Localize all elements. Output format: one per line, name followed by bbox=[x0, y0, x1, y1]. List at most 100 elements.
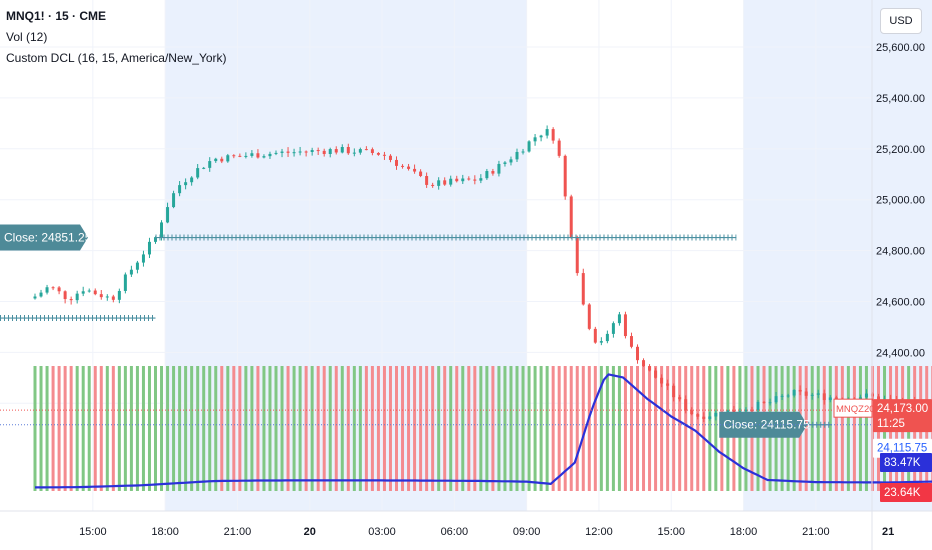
volume-bar bbox=[123, 366, 127, 491]
candle-body bbox=[858, 397, 862, 400]
volume-moving-average bbox=[35, 373, 932, 489]
candle-body bbox=[672, 385, 676, 398]
volume-bar bbox=[328, 366, 332, 491]
volume-bar bbox=[364, 366, 368, 491]
candle-body bbox=[798, 389, 802, 392]
candle-body bbox=[250, 153, 254, 156]
volume-bar bbox=[117, 366, 121, 491]
indicator-volume-label[interactable]: Vol (12) bbox=[6, 30, 48, 44]
candle-body bbox=[449, 178, 453, 185]
volume-bar bbox=[563, 366, 567, 491]
candle-body bbox=[244, 155, 248, 157]
candle-body bbox=[208, 161, 212, 168]
dcl-label-text: Close: 24115.75 bbox=[723, 418, 810, 432]
candle-body bbox=[232, 155, 236, 157]
symbol-title[interactable]: MNQ1! · 15 · CME bbox=[6, 9, 107, 23]
candle-body bbox=[467, 178, 471, 180]
volume-bar bbox=[425, 366, 429, 491]
candle-body bbox=[346, 147, 350, 154]
volume-bar bbox=[232, 366, 236, 491]
volume-badge-box bbox=[880, 483, 932, 502]
volume-bar bbox=[340, 366, 344, 491]
volume-bar bbox=[160, 366, 164, 491]
candle-body bbox=[178, 185, 182, 194]
candle-body bbox=[551, 129, 555, 141]
candle-body bbox=[226, 155, 230, 162]
volume-bar bbox=[455, 366, 459, 491]
volume-bar bbox=[527, 366, 531, 491]
candle-body bbox=[99, 294, 103, 298]
x-tick-label: 15:00 bbox=[79, 526, 107, 538]
candle-body bbox=[105, 296, 109, 298]
candle-body bbox=[63, 291, 67, 300]
volume-bar bbox=[39, 366, 43, 491]
candle-body bbox=[437, 180, 441, 186]
volume-bar bbox=[208, 366, 212, 491]
volume-bar bbox=[678, 366, 682, 491]
candle-body bbox=[822, 393, 826, 401]
candle-body bbox=[503, 162, 507, 164]
candle-body bbox=[642, 360, 646, 367]
volume-bar bbox=[250, 366, 254, 491]
volume-bar bbox=[840, 366, 844, 491]
volume-bar bbox=[479, 366, 483, 491]
x-tick-label: 18:00 bbox=[151, 526, 179, 538]
volume-bar bbox=[864, 366, 868, 491]
volume-bar bbox=[822, 366, 826, 491]
candle-body bbox=[810, 394, 814, 396]
y-tick-label: 25,200.00 bbox=[876, 144, 925, 156]
volume-bar bbox=[274, 366, 278, 491]
volume-bar bbox=[599, 366, 603, 491]
y-tick-label: 24,400.00 bbox=[876, 347, 925, 359]
candle-body bbox=[636, 346, 639, 361]
dcl-label-text: Close: 24851.25 bbox=[4, 231, 92, 245]
candle-body bbox=[141, 254, 145, 263]
candle-body bbox=[702, 416, 706, 419]
volume-bar bbox=[81, 366, 85, 491]
chart-legend: MNQ1! · 15 · CME Vol (12) Custom DCL (16… bbox=[6, 6, 227, 69]
volume-bar bbox=[166, 366, 170, 491]
candle-body bbox=[292, 152, 296, 154]
volume-bar bbox=[346, 366, 350, 491]
volume-bar bbox=[382, 366, 386, 491]
candle-body bbox=[370, 149, 374, 153]
candle-body bbox=[129, 269, 133, 275]
x-tick-label: 09:00 bbox=[513, 526, 541, 538]
x-tick-label: 15:00 bbox=[657, 526, 685, 538]
volume-bar bbox=[376, 366, 380, 491]
candle-body bbox=[780, 395, 784, 397]
candle-body bbox=[557, 140, 561, 156]
candle-body bbox=[804, 391, 808, 396]
volume-bar bbox=[45, 366, 49, 491]
volume-bar bbox=[443, 366, 447, 491]
indicator-dcl-label[interactable]: Custom DCL (16, 15, America/New_York) bbox=[6, 51, 227, 65]
volume-bar bbox=[286, 366, 290, 491]
candle-body bbox=[708, 416, 712, 419]
volume-bar bbox=[642, 366, 646, 491]
x-tick-label: 12:00 bbox=[585, 526, 613, 538]
candle-body bbox=[81, 291, 85, 294]
candle-body bbox=[690, 410, 694, 415]
volume-bar bbox=[310, 366, 314, 491]
candle-body bbox=[575, 237, 579, 274]
candle-body bbox=[509, 159, 513, 163]
last-price-badge-box bbox=[873, 399, 932, 433]
volume-bar bbox=[292, 366, 296, 491]
candle-body bbox=[39, 292, 43, 297]
volume-bar bbox=[539, 366, 543, 491]
volume-bar bbox=[605, 366, 609, 491]
volume-bar bbox=[846, 366, 850, 491]
candle-body bbox=[166, 207, 170, 223]
currency-button[interactable]: USD bbox=[880, 8, 922, 34]
volume-bar bbox=[587, 366, 591, 491]
volume-bar bbox=[575, 366, 579, 491]
volume-bar bbox=[611, 366, 615, 491]
volume-bar bbox=[178, 366, 182, 491]
candle-body bbox=[648, 366, 652, 371]
candle-body bbox=[214, 158, 218, 162]
volume-bar bbox=[87, 366, 91, 491]
candle-body bbox=[310, 150, 314, 152]
candle-body bbox=[521, 151, 525, 153]
